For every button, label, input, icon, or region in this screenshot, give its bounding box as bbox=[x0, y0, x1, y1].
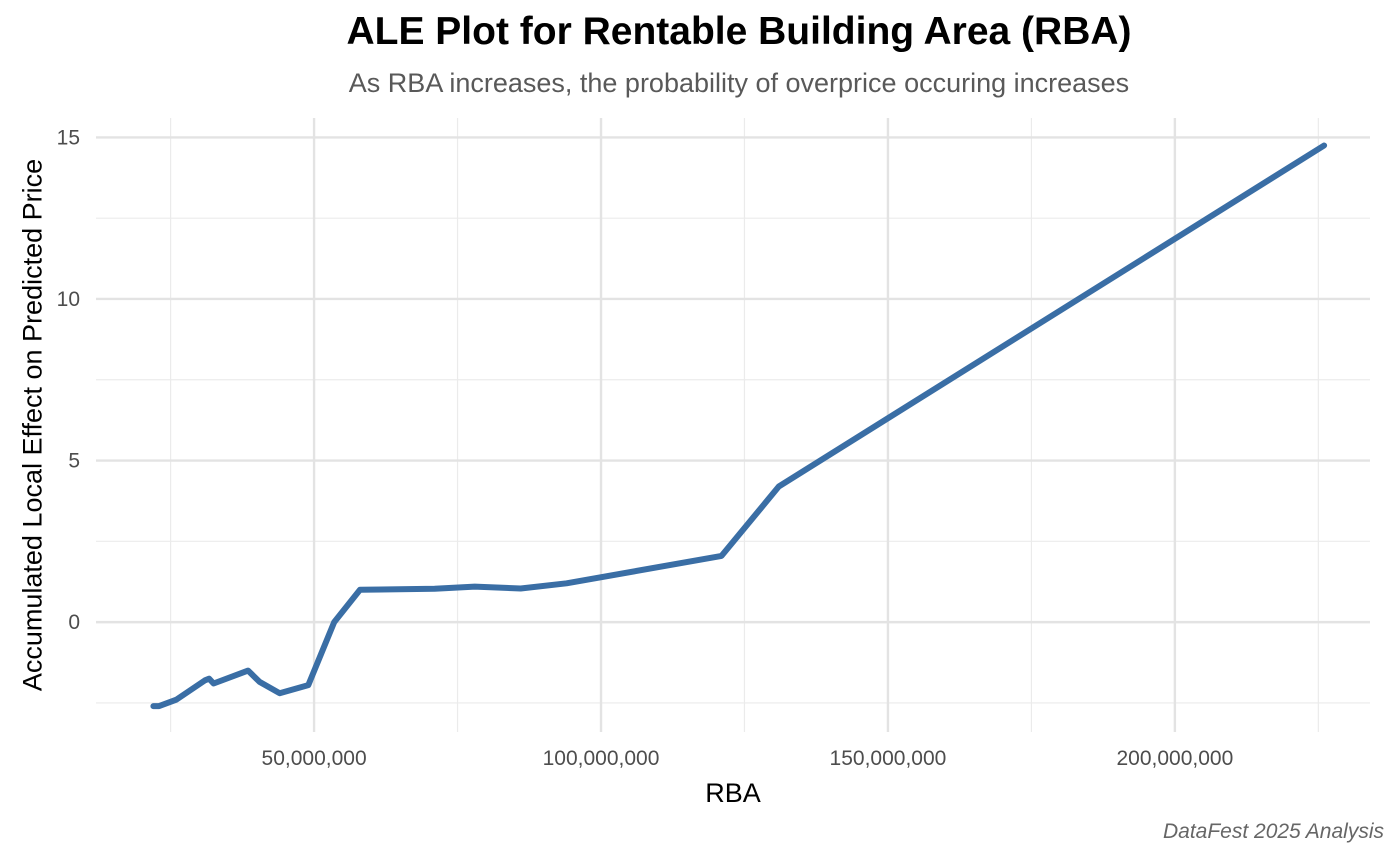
x-axis-label: RBA bbox=[705, 778, 761, 808]
chart-title: ALE Plot for Rentable Building Area (RBA… bbox=[346, 10, 1132, 53]
y-tick-label: 5 bbox=[68, 450, 80, 473]
major-gridlines bbox=[96, 118, 1370, 732]
ale-series-line bbox=[150, 142, 1328, 710]
x-tick-label: 50,000,000 bbox=[262, 747, 367, 770]
x-tick-label: 200,000,000 bbox=[1116, 747, 1233, 770]
minor-gridlines bbox=[96, 118, 1370, 732]
y-axis-label: Accumulated Local Effect on Predicted Pr… bbox=[17, 158, 48, 692]
x-tick-label: 150,000,000 bbox=[830, 747, 947, 770]
series-layer bbox=[150, 142, 1328, 710]
y-tick-label: 15 bbox=[57, 126, 80, 149]
x-tick-label: 100,000,000 bbox=[543, 747, 660, 770]
chart-caption: DataFest 2025 Analysis bbox=[1162, 820, 1384, 843]
chart-subtitle: As RBA increases, the probability of ove… bbox=[348, 68, 1130, 98]
y-tick-label: 0 bbox=[68, 611, 80, 634]
tick-labels: 50,000,000 100,000,000 150,000,000 200,000,… bbox=[57, 126, 1234, 770]
y-tick-label: 10 bbox=[57, 288, 80, 311]
